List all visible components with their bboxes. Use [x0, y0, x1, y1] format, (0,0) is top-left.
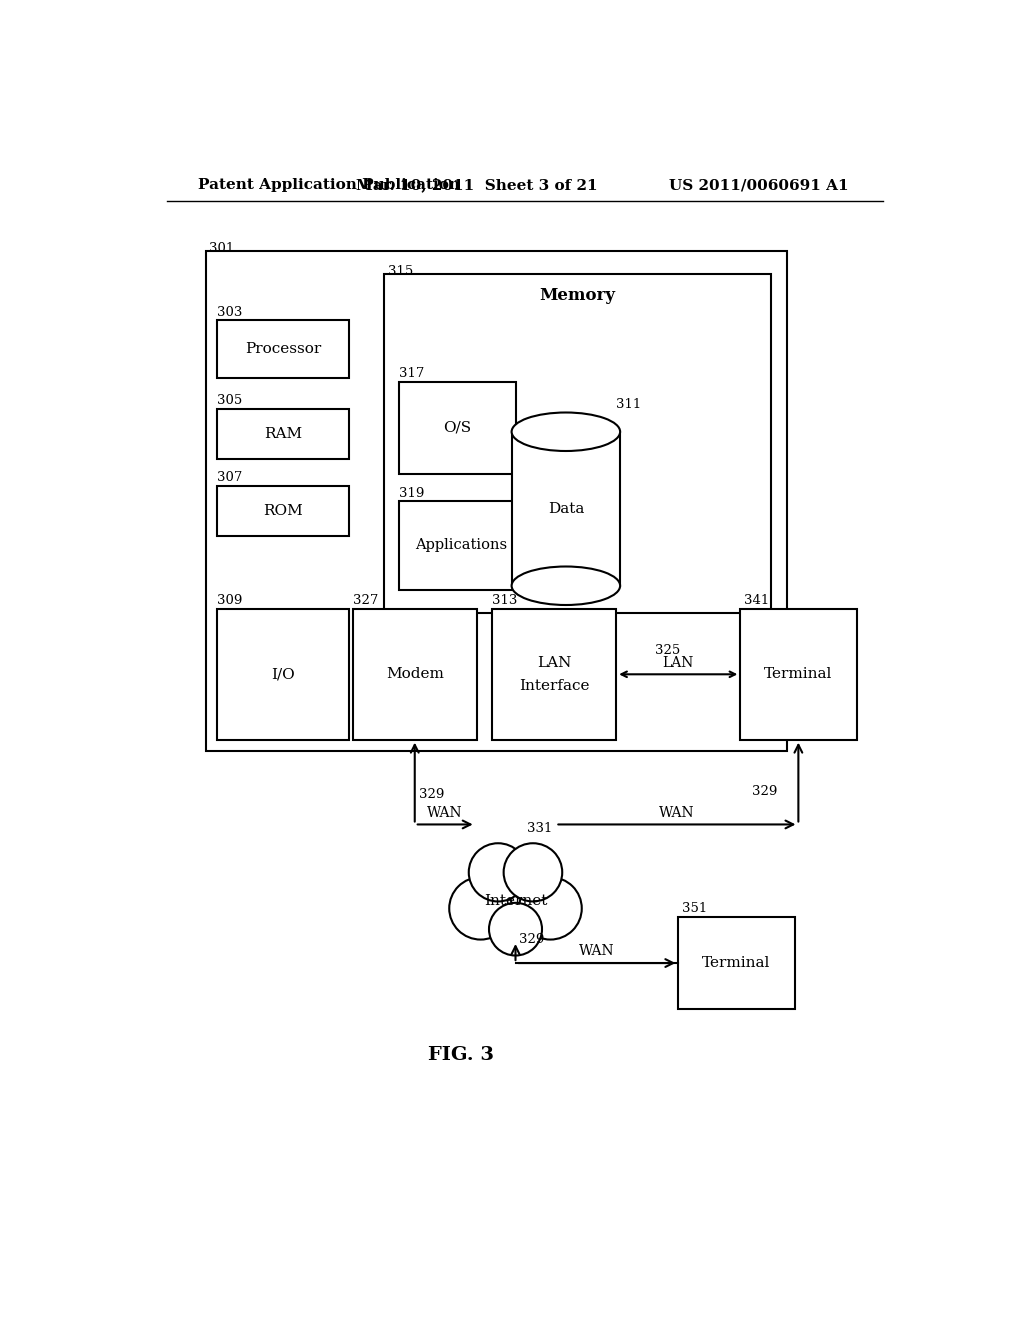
Text: 311: 311 [616, 397, 641, 411]
Text: 305: 305 [217, 395, 243, 407]
FancyBboxPatch shape [740, 609, 856, 739]
Text: 331: 331 [527, 822, 553, 836]
Circle shape [504, 843, 562, 902]
Text: US 2011/0060691 A1: US 2011/0060691 A1 [669, 178, 849, 193]
Circle shape [489, 903, 542, 956]
Text: Interface: Interface [519, 678, 590, 693]
Text: Applications: Applications [415, 539, 507, 552]
Text: LAN: LAN [663, 656, 694, 669]
Text: WAN: WAN [659, 805, 694, 820]
Circle shape [477, 853, 554, 929]
Circle shape [450, 878, 512, 940]
Text: WAN: WAN [579, 944, 614, 958]
Text: 325: 325 [655, 644, 680, 657]
Text: 313: 313 [493, 594, 517, 607]
Ellipse shape [512, 566, 621, 605]
FancyBboxPatch shape [217, 409, 349, 459]
Circle shape [519, 878, 582, 940]
FancyBboxPatch shape [384, 275, 771, 612]
FancyBboxPatch shape [217, 486, 349, 536]
Text: 303: 303 [217, 305, 243, 318]
FancyBboxPatch shape [399, 381, 515, 474]
Text: Internet: Internet [483, 895, 547, 908]
Text: 307: 307 [217, 471, 243, 484]
Text: 317: 317 [399, 367, 425, 380]
Text: 329: 329 [752, 784, 777, 797]
Text: Modem: Modem [386, 668, 443, 681]
Text: 329: 329 [519, 933, 545, 946]
Text: Terminal: Terminal [702, 956, 771, 970]
Circle shape [469, 843, 527, 902]
Ellipse shape [512, 413, 621, 451]
Text: 319: 319 [399, 487, 425, 499]
Text: Terminal: Terminal [764, 668, 833, 681]
FancyBboxPatch shape [678, 917, 795, 1010]
Text: 301: 301 [209, 242, 234, 255]
Text: ROM: ROM [263, 504, 303, 517]
Text: FIG. 3: FIG. 3 [428, 1047, 495, 1064]
Text: I/O: I/O [271, 668, 295, 681]
FancyBboxPatch shape [352, 609, 477, 739]
FancyBboxPatch shape [399, 502, 523, 590]
FancyBboxPatch shape [512, 432, 621, 586]
FancyBboxPatch shape [206, 251, 786, 751]
Text: 329: 329 [419, 788, 444, 801]
FancyBboxPatch shape [217, 321, 349, 378]
Text: 309: 309 [217, 594, 243, 607]
Text: Mar. 10, 2011  Sheet 3 of 21: Mar. 10, 2011 Sheet 3 of 21 [356, 178, 598, 193]
Text: 327: 327 [352, 594, 378, 607]
Text: 351: 351 [682, 903, 708, 915]
Text: Data: Data [548, 502, 584, 516]
Text: O/S: O/S [443, 421, 471, 434]
Text: Processor: Processor [245, 342, 322, 356]
FancyBboxPatch shape [493, 609, 616, 739]
Text: 341: 341 [744, 594, 769, 607]
Text: Patent Application Publication: Patent Application Publication [198, 178, 460, 193]
FancyBboxPatch shape [217, 609, 349, 739]
Text: LAN: LAN [537, 656, 571, 669]
Text: RAM: RAM [264, 426, 302, 441]
Text: WAN: WAN [427, 805, 463, 820]
Text: Memory: Memory [540, 286, 615, 304]
Text: 315: 315 [388, 265, 413, 277]
